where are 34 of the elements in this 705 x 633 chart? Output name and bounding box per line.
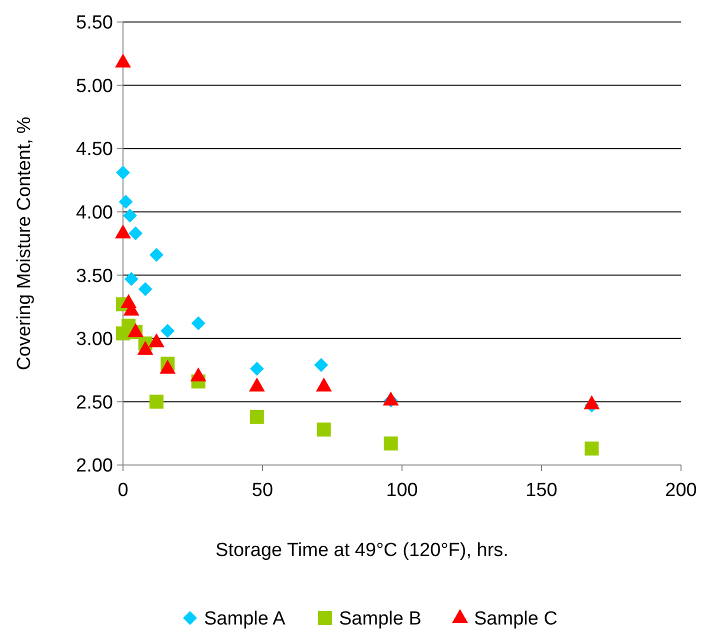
point (149, 248, 164, 262)
point (160, 324, 175, 338)
point (584, 442, 599, 456)
y-tick-label: 5.00 (76, 76, 113, 97)
y-tick-label: 3.50 (76, 266, 113, 287)
x-tick-label: 200 (665, 480, 697, 501)
point (149, 394, 164, 409)
point (138, 282, 152, 296)
y-tick-label: 3.00 (76, 329, 113, 350)
legend-label: Sample C (474, 608, 558, 630)
point (316, 422, 331, 437)
y-tick-label: 4.00 (76, 202, 113, 224)
point (191, 316, 206, 330)
legend-label: Sample A (204, 608, 286, 630)
x-tick-label: 0 (118, 480, 128, 501)
x-axis-title: Storage Time at 49°C (120°F), hrs. (216, 540, 508, 561)
y-axis-title: Covering Moisture Content, % (14, 116, 35, 370)
point (250, 362, 264, 376)
x-tick-label: 150 (526, 480, 558, 501)
y-tick-label: 2.50 (76, 392, 113, 414)
point (116, 166, 130, 180)
x-tick-label: 50 (252, 480, 274, 501)
legend-label: Sample B (339, 608, 422, 630)
x-tick-label: 100 (386, 480, 418, 501)
point (128, 226, 143, 240)
point (314, 358, 328, 372)
point (118, 194, 133, 209)
y-tick-label: 5.50 (76, 12, 113, 34)
point (124, 272, 138, 286)
point (250, 410, 264, 424)
point (122, 208, 137, 223)
point (384, 436, 398, 450)
y-tick-label: 4.50 (76, 139, 113, 160)
y-tick-label: 2.00 (76, 456, 113, 477)
